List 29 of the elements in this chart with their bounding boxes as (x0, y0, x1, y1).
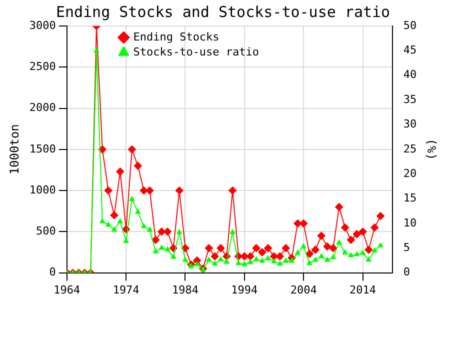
x-tick-label: 2004 (290, 283, 318, 296)
y-axis-title: 1000ton (7, 124, 22, 175)
y2-tick-label: 5 (403, 240, 410, 254)
x-tick-label: 1974 (112, 283, 140, 296)
y-tick-label: 2500 (29, 60, 56, 73)
y2-tick-label: 20 (403, 166, 417, 180)
y2-tick-label: 35 (403, 92, 417, 106)
x-tick-label: 1964 (54, 283, 81, 296)
y-tick-label: 3000 (29, 18, 56, 32)
y-tick-label: 2000 (29, 101, 56, 114)
y2-tick-label: 50 (403, 18, 417, 32)
y2-tick-label: 15 (403, 192, 417, 205)
x-tick-label: 1994 (231, 283, 258, 296)
y2-tick-label: 0 (403, 266, 410, 279)
y2-axis-title: (%) (424, 138, 439, 160)
y-tick-label: 1500 (29, 142, 56, 156)
legend-label: Stocks-to-use ratio (133, 45, 260, 58)
y2-tick-label: 30 (403, 118, 417, 131)
y2-tick-label: 25 (403, 142, 417, 156)
y-tick-label: 0 (49, 266, 56, 279)
x-tick-label: 2014 (350, 283, 376, 296)
y-tick-label: 500 (36, 224, 56, 238)
y2-tick-label: 45 (403, 44, 417, 57)
y2-tick-label: 40 (403, 68, 417, 82)
y2-tick-label: 10 (403, 216, 417, 230)
chart-title: Ending Stocks and Stocks-to-use ratio (56, 2, 390, 21)
legend-label: Ending Stocks (133, 30, 220, 44)
x-tick-label: 1984 (172, 283, 199, 296)
y-tick-label: 1000 (29, 183, 56, 196)
